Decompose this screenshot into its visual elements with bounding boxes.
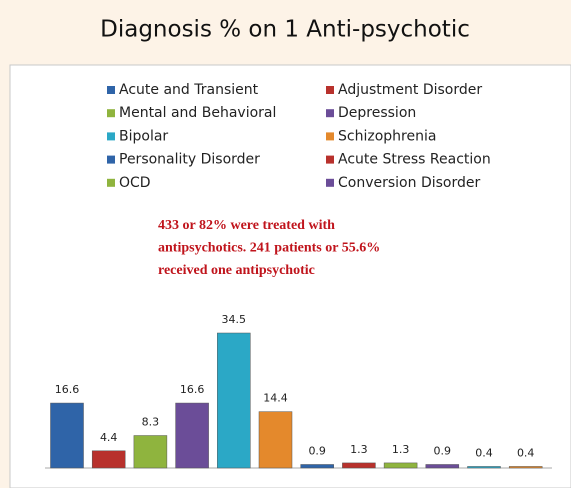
value-label: 16.6 <box>55 383 80 396</box>
bar <box>217 332 251 469</box>
bar <box>300 464 334 469</box>
annotation: antipsychotics. 241 patients or 55.6% <box>158 241 380 256</box>
bar <box>50 402 84 469</box>
legend-label: Schizophrenia <box>338 128 436 144</box>
bar <box>175 402 209 469</box>
bar <box>467 466 501 469</box>
value-label: 34.5 <box>222 313 247 326</box>
annotation: received one antipsychotic <box>158 263 315 278</box>
bar <box>91 450 126 469</box>
legend-label: Acute and Transient <box>119 82 259 98</box>
legend-label: OCD <box>119 175 151 191</box>
legend-swatch <box>107 178 115 187</box>
value-label: 16.6 <box>180 383 205 396</box>
value-label: 0.9 <box>308 444 326 457</box>
legend-label: Adjustment Disorder <box>338 82 482 98</box>
value-label: 0.4 <box>517 446 535 459</box>
annotation: 433 or 82% were treated with <box>158 218 335 233</box>
legend-swatch <box>326 155 334 164</box>
bar <box>258 411 293 469</box>
legend-label: Personality Disorder <box>119 152 260 168</box>
legend-label: Conversion Disorder <box>338 175 480 191</box>
legend-swatch <box>326 109 334 118</box>
bar <box>383 462 418 469</box>
legend-swatch <box>107 86 115 94</box>
legend-swatch <box>326 86 334 94</box>
legend-label: Mental and Behavioral <box>119 105 276 121</box>
legend-label: Bipolar <box>119 128 168 144</box>
bar <box>508 466 543 469</box>
value-label: 8.3 <box>142 416 160 429</box>
legend-label: Depression <box>338 105 416 121</box>
legend-swatch <box>326 178 334 187</box>
value-label: 1.3 <box>392 443 410 456</box>
bar <box>342 462 376 469</box>
chart-title: Diagnosis % on 1 Anti-psychotic <box>100 17 470 43</box>
legend-swatch <box>107 109 115 118</box>
legend-swatch <box>107 132 115 141</box>
value-label: 1.3 <box>350 443 368 456</box>
value-label: 4.4 <box>100 431 118 444</box>
value-label: 0.9 <box>434 444 452 457</box>
legend-label: Acute Stress Reaction <box>338 152 491 168</box>
legend-swatch <box>107 155 115 164</box>
value-label: 0.4 <box>475 446 493 459</box>
legend-swatch <box>326 132 334 141</box>
bar <box>425 464 460 469</box>
value-label: 14.4 <box>263 392 288 405</box>
bar <box>133 435 168 469</box>
